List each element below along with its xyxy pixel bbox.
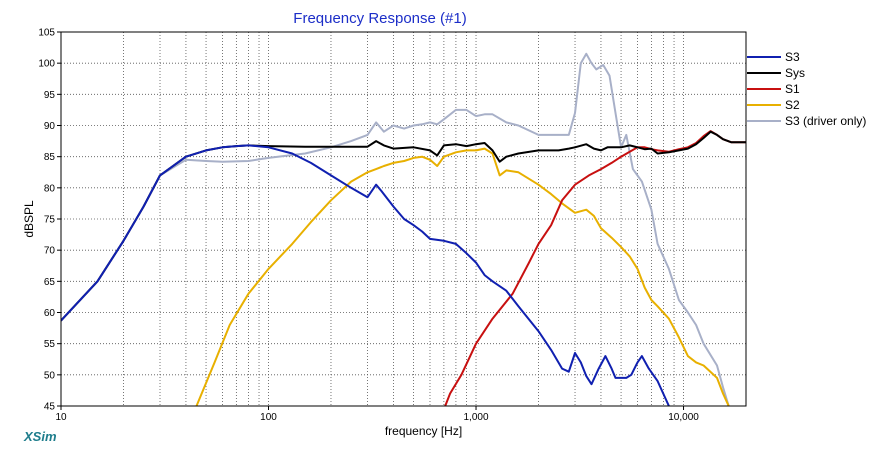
series-line-s3-driver-only bbox=[61, 52, 730, 406]
series-line-s2 bbox=[195, 147, 730, 406]
y-tick-label: 75 bbox=[44, 215, 56, 226]
y-tick-label: 95 bbox=[44, 90, 56, 101]
x-tick-label: 10 bbox=[55, 412, 67, 423]
y-tick-label: 105 bbox=[38, 28, 55, 39]
y-axis-label: dBSPL bbox=[22, 200, 36, 238]
legend: S3 Sys S1 S2 S3 (driver only) bbox=[747, 50, 866, 128]
series-lines bbox=[61, 52, 746, 406]
legend-label: Sys bbox=[785, 66, 805, 80]
xsim-logo: XSim bbox=[23, 429, 57, 444]
legend-label: S1 bbox=[785, 82, 800, 96]
chart-title: Frequency Response (#1) bbox=[293, 10, 466, 27]
series-line-s1 bbox=[444, 130, 746, 406]
x-tick-label: 100 bbox=[260, 412, 277, 423]
y-tick-label: 65 bbox=[44, 277, 56, 288]
x-tick-label: 10,000 bbox=[668, 412, 699, 423]
y-tick-label: 80 bbox=[44, 183, 56, 194]
y-tick-label: 60 bbox=[44, 308, 56, 319]
y-tick-label: 55 bbox=[44, 339, 56, 350]
y-tick-label: 45 bbox=[44, 402, 56, 413]
legend-label: S3 (driver only) bbox=[785, 114, 866, 128]
y-axis-ticks: 45 50 55 60 65 70 75 80 85 90 95 100 105 bbox=[38, 28, 61, 413]
y-tick-label: 85 bbox=[44, 152, 56, 163]
legend-label: S3 bbox=[785, 50, 800, 64]
x-axis-ticks: 10 100 1,000 10,000 bbox=[55, 406, 699, 423]
y-tick-label: 100 bbox=[38, 59, 55, 70]
y-tick-label: 50 bbox=[44, 370, 56, 381]
series-line-s3 bbox=[61, 144, 670, 406]
x-axis-label: frequency [Hz] bbox=[385, 424, 462, 438]
x-tick-label: 1,000 bbox=[464, 412, 489, 423]
y-tick-label: 70 bbox=[44, 246, 56, 257]
y-tick-label: 90 bbox=[44, 121, 56, 132]
legend-label: S2 bbox=[785, 98, 800, 112]
